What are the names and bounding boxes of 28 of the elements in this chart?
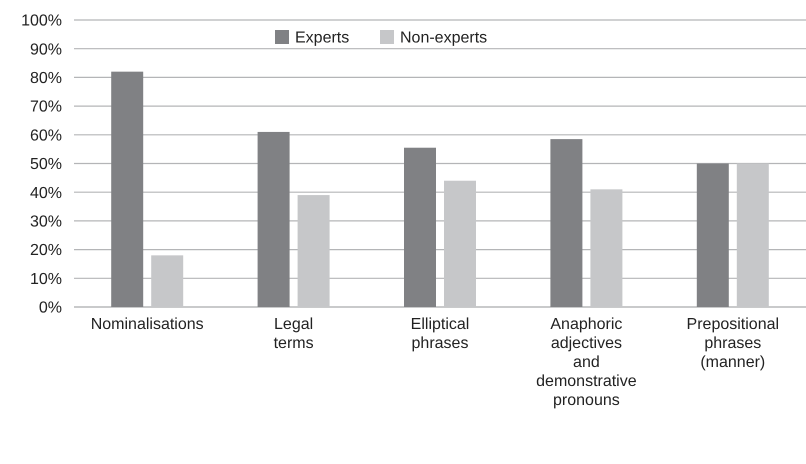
y-tick-label: 10% — [30, 270, 62, 288]
bar — [258, 132, 290, 307]
bar — [696, 164, 729, 307]
x-tick-label: Nominalisations — [90, 316, 204, 333]
y-tick-label: 90% — [30, 41, 62, 58]
y-tick-label: 70% — [30, 98, 62, 116]
legend-label: Non-experts — [400, 30, 488, 47]
bar — [550, 139, 582, 307]
y-tick-label: 50% — [30, 156, 62, 174]
x-tick-label: Anaphoric adjectives and demonstrative pronouns — [536, 316, 637, 409]
bar — [590, 189, 622, 307]
y-tick-label: 30% — [30, 214, 62, 230]
legend-label: Experts — [295, 30, 350, 47]
bar — [444, 180, 476, 307]
bar — [298, 195, 330, 307]
y-tick-label: 100% — [21, 12, 62, 30]
y-tick-label: 20% — [30, 242, 62, 260]
x-tick-label: Elliptical phrases — [410, 316, 470, 352]
bar — [736, 164, 769, 307]
bar — [151, 255, 184, 307]
y-tick-label: 60% — [30, 127, 62, 144]
x-tick-label: Legal terms — [274, 316, 314, 352]
y-tick-label: 80% — [30, 70, 62, 87]
bar — [111, 72, 144, 307]
y-tick-label: 40% — [30, 184, 62, 202]
x-tick-label: Prepositional phrases (manner) — [686, 316, 780, 371]
y-tick-label: 0% — [38, 300, 62, 317]
bar — [404, 148, 436, 307]
